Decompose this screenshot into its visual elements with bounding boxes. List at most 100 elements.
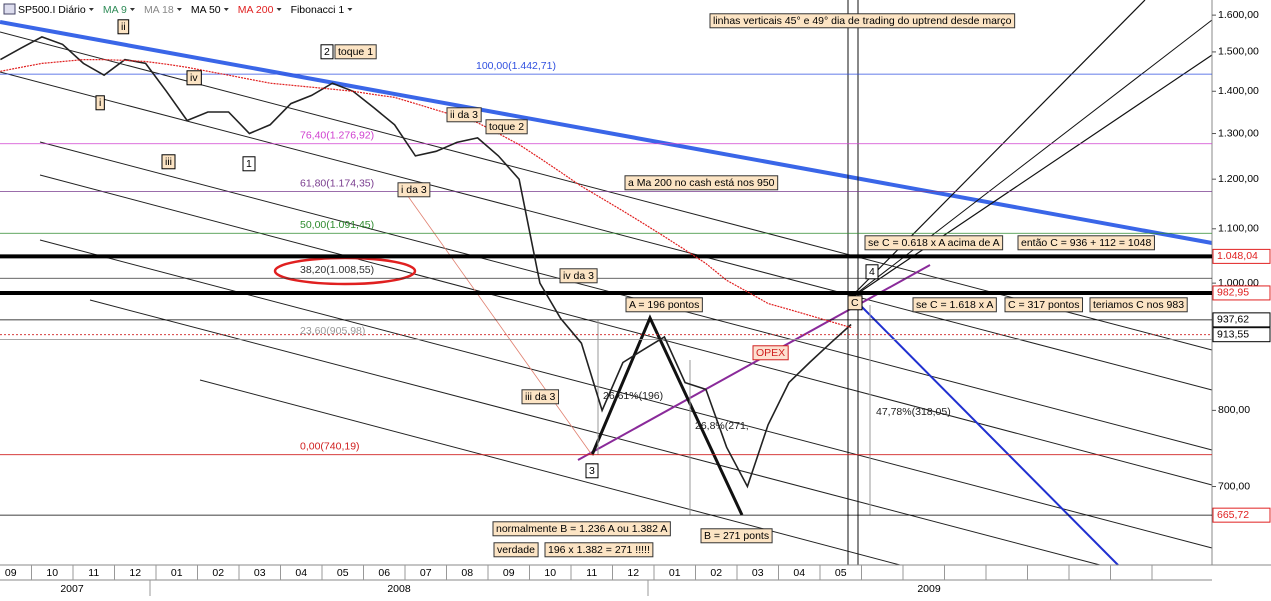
annotation-box [709,13,1016,29]
x-tick-label: 03 [254,567,266,579]
annotation-box [334,44,377,60]
price-marker-box [1212,312,1271,328]
fib-label: 23,60(905,98) [300,325,365,337]
annotation-box [625,297,703,313]
y-tick-label: 700,00 [1218,480,1250,492]
y-tick-label: 800,00 [1218,404,1250,416]
x-tick-label: 08 [461,567,473,579]
measure-label: 26,61%(196) [603,390,663,402]
annotation: então C = 936 + 112 = 1048 [1021,237,1151,249]
y-tick-label: 1.600,00 [1218,9,1259,21]
x-tick-label: 01 [171,567,183,579]
dropdown-arrow [276,8,282,11]
x-tick-label: 10 [544,567,556,579]
annotation: iii da 3 [525,391,556,403]
price-marker-label: 937,62 [1217,314,1249,326]
wave-label-box [186,70,202,86]
x-tick-label: 10 [46,567,58,579]
price-marker-label: 1.048,04 [1217,250,1258,262]
price-line [0,36,852,489]
annotation-box [544,542,654,558]
toolbar-item[interactable]: MA 200 [238,4,274,16]
x-tick-label: 03 [752,567,764,579]
annotation-box [446,107,482,123]
annotation-box [1004,297,1084,313]
x-tick-label: 01 [669,567,681,579]
year-label: 2007 [60,583,84,595]
annotation: 196 x 1.382 = 271 !!!!! [548,544,650,556]
wave-label-box [95,95,105,111]
annotation-box [700,528,773,544]
fib-label: 0,00(740,19) [300,440,360,452]
wave-label: C [851,297,859,309]
y-tick-label: 1.200,00 [1218,173,1259,185]
measure-label: 26,8%(271, [695,420,749,432]
x-tick-label: 04 [295,567,307,579]
x-tick-label: 05 [835,567,847,579]
annotation: linhas verticais 45° e 49° dia de tradin… [713,15,1012,27]
wave-label-box [320,44,334,60]
wave-label: i [99,97,101,109]
annotation: teriamos C nos 983 [1093,299,1184,311]
wave-label: 4 [869,266,875,278]
fib-label: 76,40(1.276,92) [300,130,374,142]
toolbar-item[interactable]: Fibonacci 1 [291,4,345,16]
channel-line [0,71,1213,391]
x-tick-label: 02 [212,567,224,579]
channel-line [199,379,901,566]
dropdown-arrow [347,8,353,11]
fib-label: 100,00(1.442,71) [476,60,556,72]
x-tick-label: 07 [420,567,432,579]
price-marker-label: 913,55 [1217,328,1249,340]
toolbar-item[interactable]: SP500.I Diário [18,4,86,16]
moving-average-line [0,59,852,329]
annotation-box [397,182,431,198]
annotation: C = 317 pontos [1008,299,1080,311]
drawing-tools [0,0,1213,566]
fib-label: 61,80(1.174,35) [300,177,374,189]
symbol-icon [3,3,16,15]
channel-line [39,174,1213,486]
wave-line [577,264,931,461]
price-marker-label: 665,72 [1217,509,1249,521]
dropdown-arrow [129,8,135,11]
channel-line [0,31,1213,351]
annotation-box [752,345,789,361]
x-tick-label: 04 [793,567,805,579]
trendline [0,20,1213,245]
wave-label: 3 [589,465,595,477]
x-tick-label: 09 [503,567,515,579]
fan-line [847,19,1213,301]
price-marker-box [1212,327,1271,343]
annotation: B = 271 ponts [704,530,769,542]
toolbar-item[interactable]: MA 50 [191,4,221,16]
annotation: toque 1 [338,46,373,58]
wave-label: 2 [324,46,330,58]
fan-line [847,54,1213,301]
x-tick-label: 06 [378,567,390,579]
annotation: toque 2 [489,121,524,133]
wave-label-box [865,264,879,280]
year-label: 2009 [917,583,941,595]
x-tick-label: 02 [710,567,722,579]
x-tick-label: 12 [627,567,639,579]
annotation: OPEX [756,347,785,359]
wave-label-box [585,463,599,479]
toolbar-item[interactable]: MA 9 [103,4,127,16]
y-tick-label: 1.400,00 [1218,85,1259,97]
fib-label: 50,00(1.091,45) [300,219,374,231]
wave-label: iv [190,72,198,84]
annotation-box [559,268,598,284]
toolbar-item[interactable]: MA 18 [144,4,174,16]
wave-label-box [117,19,130,35]
annotation-box [912,297,997,313]
annotation: verdade [497,544,535,556]
y-tick-label: 1.100,00 [1218,223,1259,235]
annotation: iv da 3 [563,270,594,282]
year-label: 2008 [387,583,411,595]
channel-line [89,299,1101,566]
wave-label-box [161,154,176,170]
annotation-box [493,542,539,558]
